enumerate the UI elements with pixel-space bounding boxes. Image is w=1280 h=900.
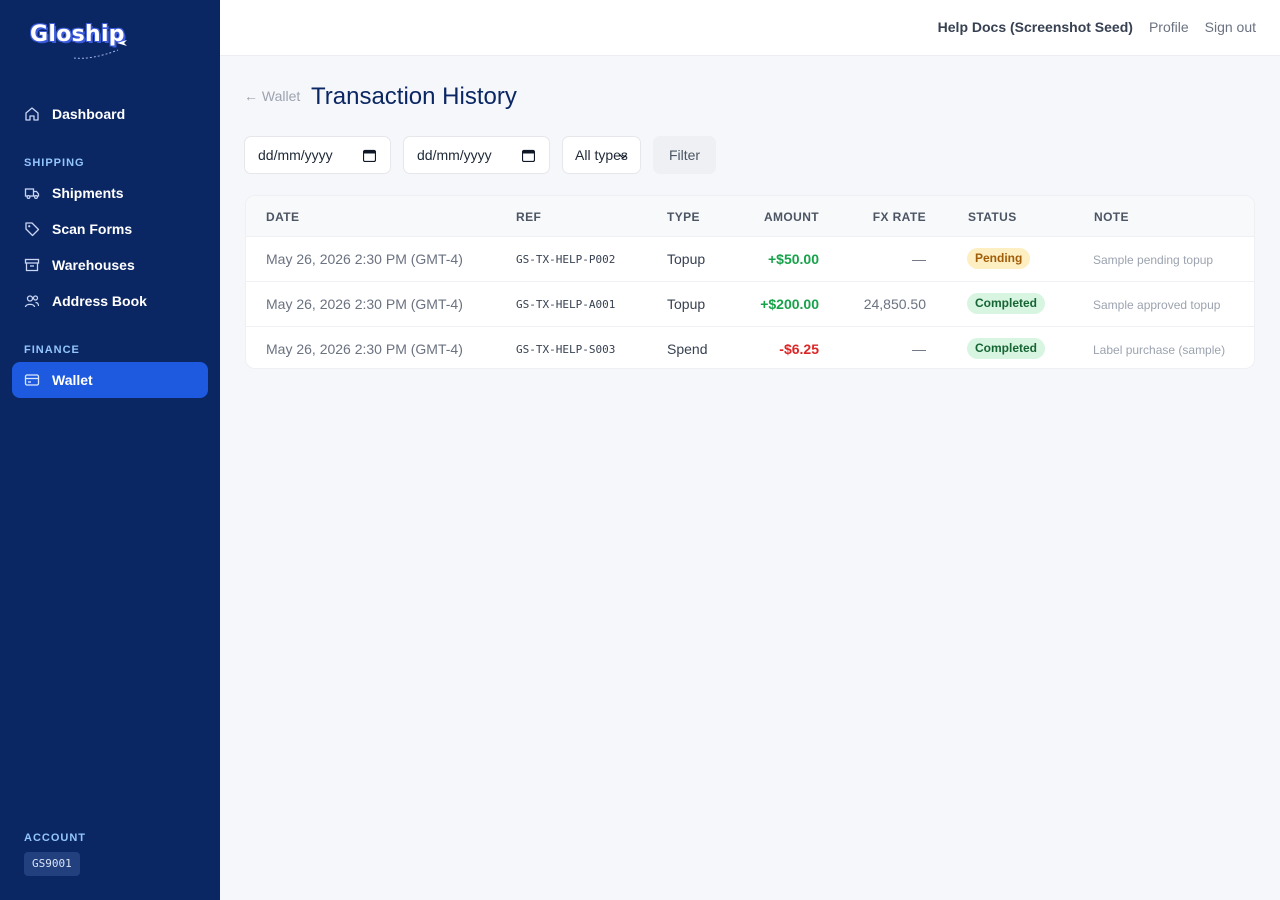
sidebar-item-scan-forms[interactable]: Scan Forms [12,211,208,247]
logo-trail-icon [73,49,119,59]
table-row[interactable]: May 26, 2026 2:30 PM (GMT-4) GS-TX-HELP-… [246,281,1254,326]
sidebar: Gloship Dashboard SHIPPING Shipments Sca… [0,0,220,900]
date-to-placeholder: dd/mm/yyyy [417,147,492,163]
row-ref: GS-TX-HELP-A001 [516,298,616,311]
table-row[interactable]: May 26, 2026 2:30 PM (GMT-4) GS-TX-HELP-… [246,236,1254,281]
row-ref: GS-TX-HELP-S003 [516,343,616,356]
sidebar-item-address-book[interactable]: Address Book [12,283,208,319]
header-note: NOTE [1094,210,1129,224]
row-amount: +$200.00 [760,296,819,312]
back-to-wallet-link[interactable]: ← Wallet [244,88,301,104]
top-bar: Help Docs (Screenshot Seed) Profile Sign… [220,0,1280,56]
row-ref: GS-TX-HELP-P002 [516,253,616,266]
sidebar-item-label: Dashboard [52,106,126,122]
row-fx-rate: 24,850.50 [863,296,926,312]
section-title-shipping: SHIPPING [24,157,85,169]
logo-text: Gloship [30,22,125,47]
header-status: STATUS [968,210,1017,224]
row-type: Topup [667,296,706,312]
date-from-placeholder: dd/mm/yyyy [258,147,333,163]
transactions-table: DATE REF TYPE AMOUNT FX RATE STATUS NOTE… [245,195,1255,369]
row-date: May 26, 2026 2:30 PM (GMT-4) [266,296,463,312]
header-fx-rate: FX RATE [872,210,926,224]
sidebar-item-shipments[interactable]: Shipments [12,175,208,211]
sidebar-item-label: Shipments [52,185,124,201]
account-id-badge: GS9001 [24,852,80,876]
row-note: Label purchase (sample) [1093,343,1226,357]
row-note: Sample approved topup [1093,298,1221,312]
status-badge: Pending [967,248,1031,269]
sidebar-item-dashboard[interactable]: Dashboard [12,96,208,132]
date-to-input[interactable]: dd/mm/yyyy [403,136,550,174]
chevron-down-icon [619,154,627,159]
sidebar-item-label: Wallet [52,372,93,388]
page-title: Transaction History [311,83,517,110]
sidebar-item-label: Address Book [52,293,147,309]
sidebar-item-wallet[interactable]: Wallet [12,362,208,398]
archive-box-icon [24,257,40,273]
type-select-value: All types [575,147,628,163]
top-links: Help Docs (Screenshot Seed) Profile Sign… [938,19,1256,35]
row-type: Topup [667,251,706,267]
row-fx-rate: — [912,251,926,267]
row-date: May 26, 2026 2:30 PM (GMT-4) [266,341,463,357]
filter-button[interactable]: Filter [653,136,716,174]
home-icon [24,106,40,122]
row-amount: +$50.00 [768,251,819,267]
credit-card-icon [24,372,40,388]
sidebar-item-warehouses[interactable]: Warehouses [12,247,208,283]
type-select[interactable]: All types [562,136,641,174]
calendar-icon[interactable] [363,149,376,162]
sign-out-link[interactable]: Sign out [1204,19,1256,35]
header-type: TYPE [667,210,700,224]
sidebar-item-label: Scan Forms [52,221,133,237]
status-badge: Completed [967,293,1046,314]
row-note: Sample pending topup [1093,253,1214,267]
status-badge: Completed [967,338,1046,359]
header-amount: AMOUNT [763,210,819,224]
row-amount: -$6.25 [779,341,819,357]
profile-link[interactable]: Profile [1148,19,1189,35]
row-type: Spend [667,341,708,357]
row-date: May 26, 2026 2:30 PM (GMT-4) [266,251,463,267]
calendar-icon[interactable] [522,149,535,162]
tag-icon [24,221,40,237]
users-icon [24,293,40,309]
table-header: DATE REF TYPE AMOUNT FX RATE STATUS NOTE [246,196,1254,236]
date-from-input[interactable]: dd/mm/yyyy [244,136,391,174]
section-title-account: ACCOUNT [24,832,86,844]
section-title-finance: FINANCE [24,344,80,356]
header-date: DATE [266,210,300,224]
user-name: Help Docs (Screenshot Seed) [937,19,1133,35]
truck-icon [24,185,40,201]
row-fx-rate: — [912,341,926,357]
gloship-logo[interactable]: Gloship [30,22,140,62]
header-ref: REF [516,210,542,224]
airplane-icon [117,40,127,46]
table-row[interactable]: May 26, 2026 2:30 PM (GMT-4) GS-TX-HELP-… [246,326,1254,368]
sidebar-item-label: Warehouses [52,257,135,273]
